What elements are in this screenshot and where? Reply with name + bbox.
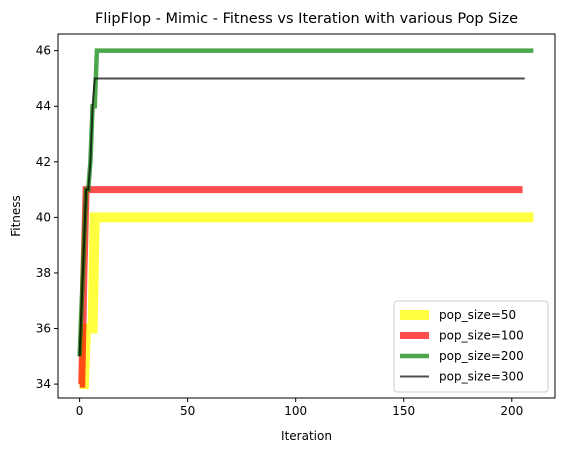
- legend-label-3: pop_size=200: [439, 349, 524, 363]
- x-tick-label: 0: [76, 404, 84, 418]
- y-axis-label: Fitness: [9, 195, 23, 237]
- series-layer: [77, 48, 534, 390]
- y-tick-label: 38: [36, 266, 51, 280]
- legend-label-4: pop_size=300: [439, 370, 524, 384]
- x-tick-label: 50: [180, 404, 195, 418]
- y-tick-label: 44: [36, 99, 51, 113]
- y-tick-label: 42: [36, 155, 51, 169]
- x-axis-label: Iteration: [281, 429, 332, 443]
- y-tick-label: 40: [36, 210, 51, 224]
- y-tick-label: 46: [36, 44, 51, 58]
- legend: pop_size=50 pop_size=100 pop_size=200 pop_s…: [393, 300, 549, 393]
- axes-layer: 0 50 100 150 200 34 36 38 40 42 44 46: [36, 33, 556, 418]
- series-line-4: [78, 77, 525, 357]
- legend-label-1: pop_size=50: [439, 308, 516, 322]
- legend-box: [393, 300, 549, 393]
- y-tick-label: 36: [36, 322, 51, 336]
- y-tick-label: 34: [36, 377, 51, 391]
- x-tick-label: 150: [392, 404, 415, 418]
- x-tick-label: 200: [500, 404, 523, 418]
- plot-frame: [57, 33, 556, 399]
- x-tick-label: 100: [284, 404, 307, 418]
- legend-label-2: pop_size=100: [439, 329, 524, 343]
- chart-title: FlipFlop - Mimic - Fitness vs Iteration …: [95, 11, 518, 27]
